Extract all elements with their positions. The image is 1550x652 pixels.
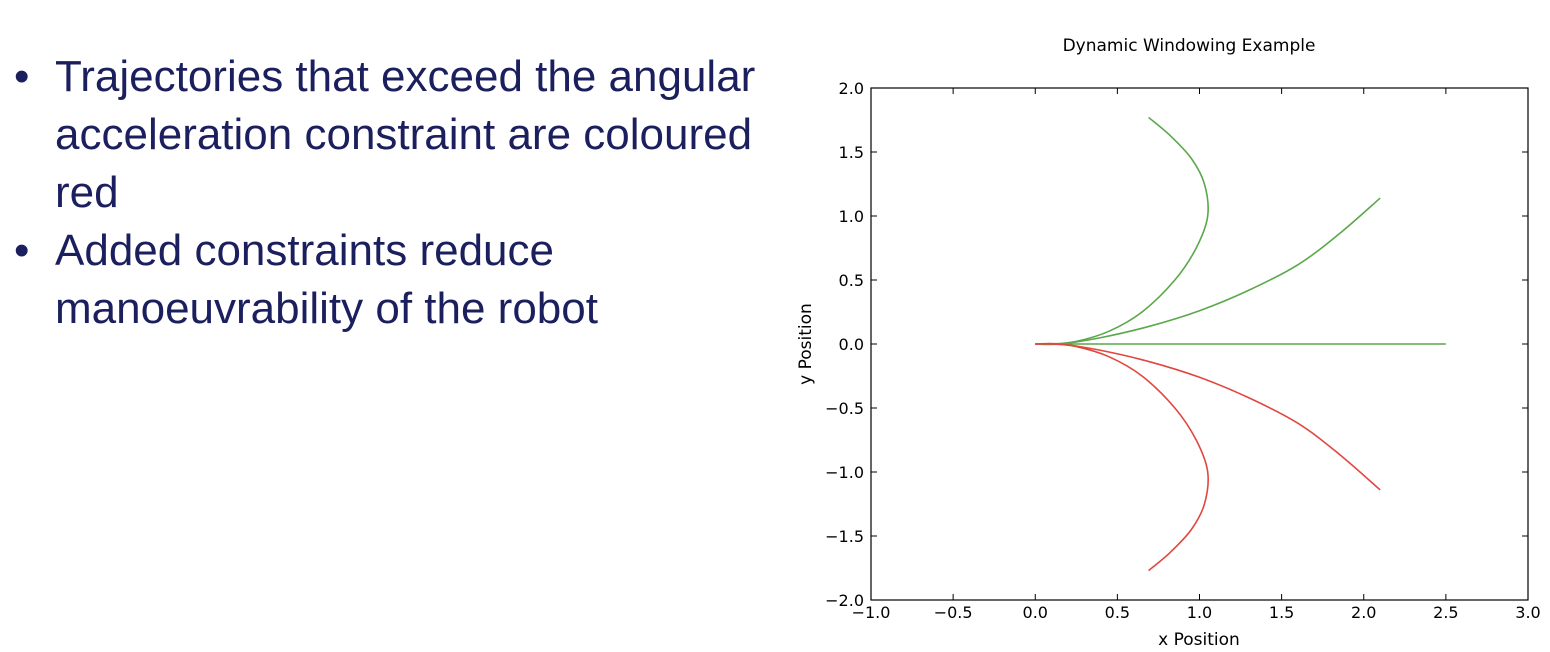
y-axis-ticks: 2.0 1.5 1.0 0.5 0.0 −0.5 −1.0 −1.5 −2.0	[825, 79, 1528, 610]
bullet-text: Trajectories that exceed the angular acc…	[55, 52, 756, 217]
trajectory-line-2	[1035, 197, 1381, 346]
x-tick-label: 2.0	[1351, 603, 1376, 622]
bullet-text: Added constraints reduce manoeuvrability…	[55, 226, 598, 333]
y-tick-label: −1.5	[825, 527, 864, 546]
x-tick-label: 1.5	[1269, 603, 1294, 622]
x-tick-label: 0.0	[1023, 603, 1048, 622]
bullet-dot-icon: •	[14, 52, 30, 101]
bullet-dot-icon: •	[14, 226, 30, 275]
y-tick-label: 1.5	[839, 143, 864, 162]
trajectory-chart: Dynamic Windowing Example −1.0 −0.5 0.0 0.5…	[796, 36, 1541, 650]
y-tick-label: 0.5	[839, 271, 864, 290]
x-tick-label: 0.5	[1105, 603, 1130, 622]
y-tick-label: −0.5	[825, 399, 864, 418]
bullet-list: • Trajectories that exceed the angular a…	[0, 48, 760, 338]
y-tick-label: 2.0	[839, 79, 864, 98]
x-tick-label: −1.0	[852, 603, 891, 622]
trajectory-line-5	[1035, 343, 1209, 572]
trajectory-lines	[1035, 116, 1446, 572]
trajectory-line-1	[1035, 116, 1209, 345]
y-tick-label: 1.0	[839, 207, 864, 226]
y-tick-label: 0.0	[839, 335, 864, 354]
bullet-item: • Added constraints reduce manoeuvrabili…	[0, 222, 760, 338]
x-axis-label: x Position	[1158, 630, 1240, 650]
x-tick-label: −0.5	[934, 603, 973, 622]
x-tick-label: 3.0	[1515, 603, 1540, 622]
x-axis-ticks: −1.0 −0.5 0.0 0.5 1.0 1.5 2.0 2.5 3.0	[852, 88, 1541, 622]
chart-title: Dynamic Windowing Example	[1063, 36, 1316, 56]
bullet-item: • Trajectories that exceed the angular a…	[0, 48, 760, 222]
y-axis-label: y Position	[796, 303, 816, 385]
y-tick-label: −1.0	[825, 463, 864, 482]
y-tick-label: −2.0	[825, 591, 864, 610]
x-tick-label: 2.5	[1433, 603, 1458, 622]
x-tick-label: 1.0	[1187, 603, 1212, 622]
